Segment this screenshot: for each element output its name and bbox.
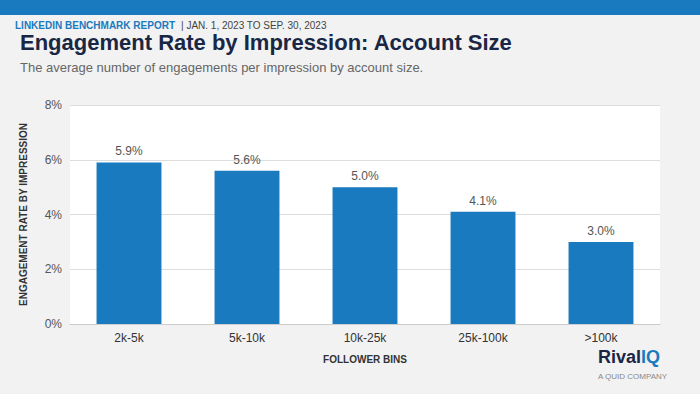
svg-text:6%: 6% (45, 153, 63, 167)
svg-text:| JAN. 1, 2023 TO SEP. 30, 202: | JAN. 1, 2023 TO SEP. 30, 2023 (181, 19, 327, 31)
svg-text:8%: 8% (45, 98, 63, 112)
svg-text:The average number of engageme: The average number of engagements per im… (20, 60, 423, 75)
svg-text:0%: 0% (45, 317, 63, 331)
svg-text:4%: 4% (45, 208, 63, 222)
svg-text:5k-10k: 5k-10k (229, 331, 266, 345)
svg-text:IQ: IQ (641, 347, 660, 367)
svg-text:LINKEDIN BENCHMARK REPORT: LINKEDIN BENCHMARK REPORT (15, 19, 175, 31)
svg-text:5.6%: 5.6% (233, 153, 261, 167)
svg-text:2k-5k: 2k-5k (114, 331, 144, 345)
svg-text:4.1%: 4.1% (469, 194, 497, 208)
svg-text:5.0%: 5.0% (351, 169, 379, 183)
svg-text:5.9%: 5.9% (115, 144, 143, 158)
svg-text:ENGAGEMENT RATE BY IMPRESSION: ENGAGEMENT RATE BY IMPRESSION (18, 123, 29, 306)
svg-text:Rival: Rival (598, 347, 641, 367)
svg-text:3.0%: 3.0% (587, 224, 615, 238)
svg-text:FOLLOWER BINS: FOLLOWER BINS (323, 354, 407, 365)
svg-text:>100k: >100k (584, 331, 618, 345)
svg-text:A QUID COMPANY: A QUID COMPANY (598, 372, 668, 381)
svg-text:Engagement Rate by Impression:: Engagement Rate by Impression: Account S… (20, 30, 512, 55)
svg-text:25k-100k: 25k-100k (458, 331, 508, 345)
svg-text:10k-25k: 10k-25k (344, 331, 388, 345)
svg-text:2%: 2% (45, 262, 63, 276)
